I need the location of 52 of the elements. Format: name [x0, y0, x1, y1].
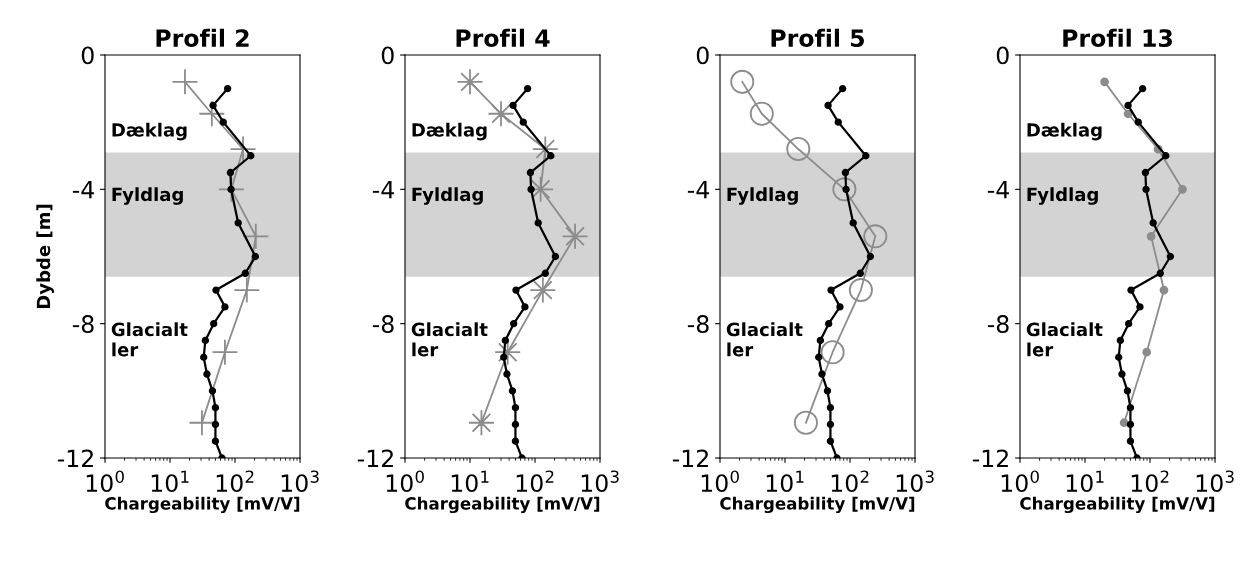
y-tick-label: 0 — [81, 46, 94, 65]
y-tick-label: 0 — [996, 46, 1009, 65]
y-tick-label: -8 — [987, 315, 1009, 333]
y-tick-label: -4 — [72, 181, 94, 199]
x-tick-label: 10$^{1}$ — [766, 470, 804, 493]
annotation: Glacialt ler — [411, 322, 488, 357]
x-tick-label: 10$^{0}$ — [86, 470, 124, 493]
x-tick-label: 10$^{3}$ — [281, 470, 319, 493]
x-tick-label: 10$^{1}$ — [1066, 470, 1104, 493]
y-tick-label: -4 — [987, 181, 1009, 199]
x-tick-label: 10$^{1}$ — [151, 470, 189, 493]
annotation: Dæklag — [412, 122, 487, 141]
x-axis-title: Chargeability [mV/V] — [1020, 496, 1215, 514]
y-tick-label: -12 — [972, 449, 1008, 467]
y-tick-label: 0 — [696, 46, 709, 65]
x-tick-label: 10$^{3}$ — [1196, 470, 1234, 493]
annotation: Glacialt ler — [1026, 322, 1103, 357]
x-tick-label: 10$^{2}$ — [831, 470, 869, 493]
annotation: Fyldlag — [727, 187, 798, 205]
x-tick-label: 10$^{0}$ — [701, 470, 739, 493]
chart-title: Profil 2 — [156, 28, 249, 47]
annotation: Fyldlag — [112, 187, 183, 205]
y-axis-title: Dybde [m] — [36, 204, 54, 309]
x-tick-label: 10$^{2}$ — [216, 470, 254, 493]
x-tick-label: 10$^{3}$ — [896, 470, 934, 493]
y-tick-label: 0 — [381, 46, 394, 65]
y-tick-label: -12 — [672, 449, 708, 467]
y-tick-label: -12 — [357, 449, 393, 467]
annotation: Glacialt ler — [111, 322, 188, 357]
y-tick-label: -4 — [687, 181, 709, 199]
chart-title: Profil 4 — [456, 28, 550, 47]
x-axis-title: Chargeability [mV/V] — [405, 496, 600, 514]
x-axis-title: Chargeability [mV/V] — [105, 496, 300, 514]
x-tick-label: 10$^{0}$ — [386, 470, 424, 493]
x-tick-label: 10$^{1}$ — [451, 470, 489, 493]
chart-title: Profil 13 — [1063, 28, 1172, 47]
annotation: Fyldlag — [1027, 187, 1098, 205]
chart-title: Profil 5 — [771, 28, 864, 47]
annotation: Glacialt ler — [726, 322, 803, 357]
y-tick-label: -8 — [72, 315, 94, 333]
y-tick-label: -4 — [372, 181, 394, 199]
annotation: Fyldlag — [412, 187, 483, 205]
x-tick-label: 10$^{2}$ — [516, 470, 554, 493]
x-axis-title: Chargeability [mV/V] — [720, 496, 915, 514]
y-tick-label: -8 — [687, 315, 709, 333]
annotation: Dæklag — [112, 122, 187, 141]
x-tick-label: 10$^{2}$ — [1131, 470, 1169, 493]
annotation: Dæklag — [1027, 122, 1102, 141]
x-tick-label: 10$^{0}$ — [1001, 470, 1039, 493]
y-tick-label: -8 — [372, 315, 394, 333]
x-tick-label: 10$^{3}$ — [581, 470, 619, 493]
y-tick-label: -12 — [57, 449, 93, 467]
